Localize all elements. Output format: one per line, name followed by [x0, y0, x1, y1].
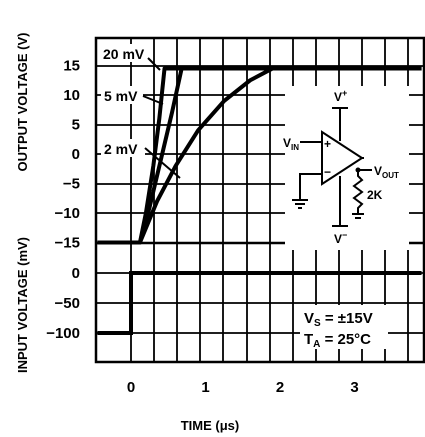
x-tick-label: 3 [350, 379, 358, 396]
output-voltage-axis-label: OUTPUT VOLTAGE (V) [15, 33, 30, 172]
time-axis-label: TIME (μs) [181, 418, 240, 433]
vminus-label: V− [334, 230, 347, 246]
output-series-2mv [97, 66, 422, 245]
input-step-series [97, 271, 422, 335]
ambient-temperature-label: TA = 25°C [304, 331, 371, 350]
series-label-2mv: 2 mV [104, 141, 138, 157]
y-tick-label: −10 [55, 205, 80, 222]
vout-label: VOUT [374, 164, 399, 180]
series-label-20mv: 20 mV [103, 46, 145, 62]
x-tick-label: 0 [127, 379, 135, 396]
op-amp-symbol [321, 130, 364, 186]
y-tick-label: −15 [55, 235, 80, 252]
test-circuit-schematic: + − V+ V− VIN VOUT 2K [283, 86, 409, 250]
y-tick-label: 15 [63, 58, 80, 75]
x-tick-labels: 01234 [127, 379, 425, 396]
output-y-tick-labels: 15 10 5 0 −5 −10 −15 [55, 58, 80, 252]
x-tick-label: 1 [201, 379, 209, 396]
y-tick-label: 10 [63, 87, 80, 104]
series-labels: 20 mV 5 mV 2 mV [100, 44, 181, 179]
y-tick-label: 5 [72, 117, 80, 134]
vin-label: VIN [283, 136, 299, 152]
leader-20mv [147, 57, 161, 71]
y-tick-label: −50 [55, 295, 80, 312]
y-tick-label: −5 [63, 176, 80, 193]
leader-2mv [144, 147, 181, 179]
y-tick-label: 0 [72, 265, 80, 282]
leader-5mv [142, 95, 164, 105]
x-tick-label: 2 [276, 379, 284, 396]
svg-text:−: − [324, 165, 331, 179]
test-conditions: VS = ±15V TA = 25°C [300, 305, 388, 350]
y-tick-label: −100 [46, 325, 80, 342]
supply-voltage-label: VS = ±15V [304, 310, 373, 329]
vplus-label: V+ [334, 88, 347, 104]
resistor-label: 2K [367, 188, 383, 202]
svg-text:+: + [324, 137, 331, 151]
input-voltage-axis-label: INPUT VOLTAGE (mV) [15, 237, 30, 373]
data-series [97, 66, 422, 335]
input-y-tick-labels: 0 −50 −100 [46, 265, 80, 342]
plot-border [94, 36, 425, 364]
series-label-5mv: 5 mV [104, 88, 138, 104]
y-tick-label: 0 [72, 146, 80, 163]
